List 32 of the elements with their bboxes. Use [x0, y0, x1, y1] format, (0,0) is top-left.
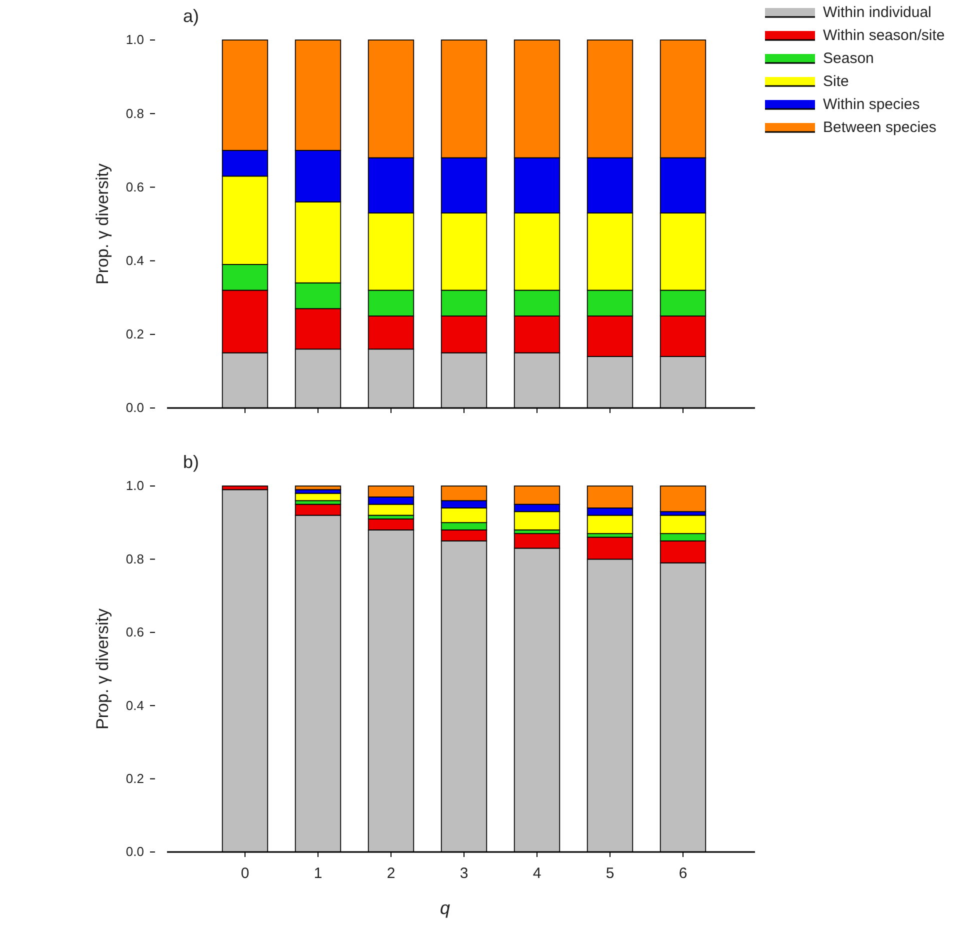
- legend-label: Within individual: [823, 4, 932, 21]
- legend-label: Season: [823, 50, 874, 67]
- chart-title: b): [183, 452, 200, 472]
- x-tick-label: 2: [386, 865, 396, 882]
- x-axis-title: q: [440, 898, 450, 918]
- x-tick-label: 0: [240, 865, 250, 882]
- y-tick-label: 0.4: [126, 252, 144, 268]
- y-tick-label: 0.8: [126, 551, 144, 566]
- y-tick-label: 0.6: [126, 624, 144, 640]
- x-tick-label: 5: [606, 865, 614, 882]
- y-tick-label: 0.0: [126, 400, 144, 416]
- y-axis-title: Prop. γ diversity: [93, 163, 112, 284]
- y-tick-label: 0.4: [126, 698, 144, 713]
- y-tick-label: 0.0: [126, 844, 144, 860]
- legend-label: Within species: [823, 96, 920, 113]
- y-tick-label: 0.2: [126, 770, 144, 786]
- y-tick-label: 0.6: [126, 179, 144, 194]
- legend-label: Site: [823, 73, 849, 90]
- y-tick-label: 1.0: [126, 32, 144, 48]
- x-tick-label: 4: [532, 865, 542, 882]
- bar: [660, 486, 706, 512]
- legend-label: Between species: [823, 119, 936, 136]
- y-axis-title: Prop. γ diversity: [93, 608, 112, 730]
- x-tick-label: 6: [678, 865, 688, 882]
- x-tick-label: 3: [460, 865, 468, 882]
- y-tick-label: 0.8: [126, 106, 144, 121]
- y-tick-label: 1.0: [126, 478, 144, 494]
- x-tick-label: 1: [314, 865, 322, 882]
- y-tick-label: 0.2: [126, 326, 144, 342]
- chart-title: a): [183, 6, 200, 26]
- legend-label: Within season/site: [823, 27, 945, 44]
- bar: [294, 486, 342, 490]
